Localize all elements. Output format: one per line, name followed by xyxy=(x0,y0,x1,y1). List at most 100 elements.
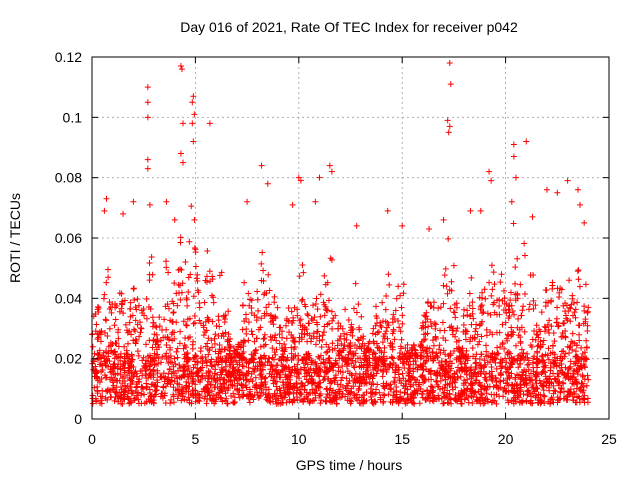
data-point xyxy=(333,396,340,403)
data-point xyxy=(332,372,339,379)
data-point xyxy=(468,392,475,399)
data-point xyxy=(154,351,161,358)
data-point xyxy=(457,358,464,365)
data-point xyxy=(121,396,128,403)
data-point xyxy=(344,361,351,368)
data-point xyxy=(271,349,278,356)
data-point xyxy=(568,338,575,345)
data-point xyxy=(318,397,325,404)
data-point xyxy=(259,249,266,256)
data-point xyxy=(464,311,471,318)
data-point xyxy=(392,367,399,374)
data-point xyxy=(242,372,249,379)
data-point xyxy=(143,295,150,302)
data-point xyxy=(304,330,311,337)
data-point xyxy=(167,353,174,360)
data-point xyxy=(566,277,573,284)
data-point xyxy=(448,365,455,372)
data-point xyxy=(564,396,571,403)
data-point xyxy=(149,271,156,278)
data-point xyxy=(419,319,426,326)
data-point xyxy=(515,352,522,359)
data-point xyxy=(216,341,223,348)
data-point xyxy=(497,384,504,391)
data-point xyxy=(352,280,359,287)
data-point xyxy=(138,390,145,397)
data-point xyxy=(416,400,423,407)
data-point xyxy=(566,389,573,396)
data-point xyxy=(315,353,322,360)
data-point xyxy=(311,389,318,396)
data-point xyxy=(454,398,461,405)
data-point xyxy=(406,353,413,360)
data-point xyxy=(289,398,296,405)
data-point xyxy=(419,363,426,370)
data-point xyxy=(447,396,454,403)
data-point xyxy=(550,390,557,397)
data-point xyxy=(450,262,457,269)
data-point xyxy=(243,384,250,391)
data-point xyxy=(408,399,415,406)
data-point xyxy=(509,331,516,338)
data-point xyxy=(497,371,504,378)
data-point xyxy=(218,371,225,378)
data-point xyxy=(582,356,589,363)
data-point xyxy=(163,264,170,271)
data-point xyxy=(332,395,339,402)
data-point xyxy=(471,335,478,342)
data-point xyxy=(211,370,218,377)
data-point xyxy=(239,350,246,357)
data-point xyxy=(254,288,261,295)
data-point xyxy=(386,362,393,369)
data-point xyxy=(436,342,443,349)
data-point xyxy=(334,381,341,388)
data-point xyxy=(385,322,392,329)
data-point xyxy=(575,276,582,283)
data-point xyxy=(178,289,185,296)
data-point xyxy=(109,385,116,392)
data-point xyxy=(374,344,381,351)
data-point xyxy=(506,375,513,382)
data-point xyxy=(191,111,198,118)
data-point xyxy=(122,321,129,328)
data-point xyxy=(520,369,527,376)
data-point xyxy=(278,361,285,368)
data-point xyxy=(547,400,554,407)
data-point xyxy=(351,364,358,371)
data-point xyxy=(375,328,382,335)
data-point xyxy=(156,314,163,321)
data-point xyxy=(476,294,483,301)
data-point xyxy=(147,305,154,312)
data-point xyxy=(99,393,106,400)
data-point xyxy=(343,387,350,394)
data-point xyxy=(503,387,510,394)
data-point xyxy=(431,394,438,401)
data-point xyxy=(168,374,175,381)
data-point xyxy=(350,378,357,385)
data-point xyxy=(276,331,283,338)
data-point xyxy=(475,381,482,388)
data-point xyxy=(555,380,562,387)
data-point xyxy=(453,328,460,335)
data-point xyxy=(488,177,495,184)
data-point xyxy=(204,340,211,347)
data-point xyxy=(270,356,277,363)
data-point xyxy=(197,355,204,362)
data-point xyxy=(493,365,500,372)
data-point xyxy=(217,348,224,355)
data-point xyxy=(154,370,161,377)
data-point xyxy=(163,341,170,348)
data-point xyxy=(114,329,121,336)
data-point xyxy=(185,357,192,364)
data-point xyxy=(317,400,324,407)
data-point xyxy=(349,332,356,339)
data-point xyxy=(418,363,425,370)
data-point xyxy=(442,351,449,358)
data-point xyxy=(176,340,183,347)
data-point xyxy=(472,360,479,367)
data-point xyxy=(407,391,414,398)
data-point xyxy=(374,381,381,388)
data-point xyxy=(453,356,460,363)
data-point xyxy=(306,399,313,406)
data-point xyxy=(189,99,196,106)
